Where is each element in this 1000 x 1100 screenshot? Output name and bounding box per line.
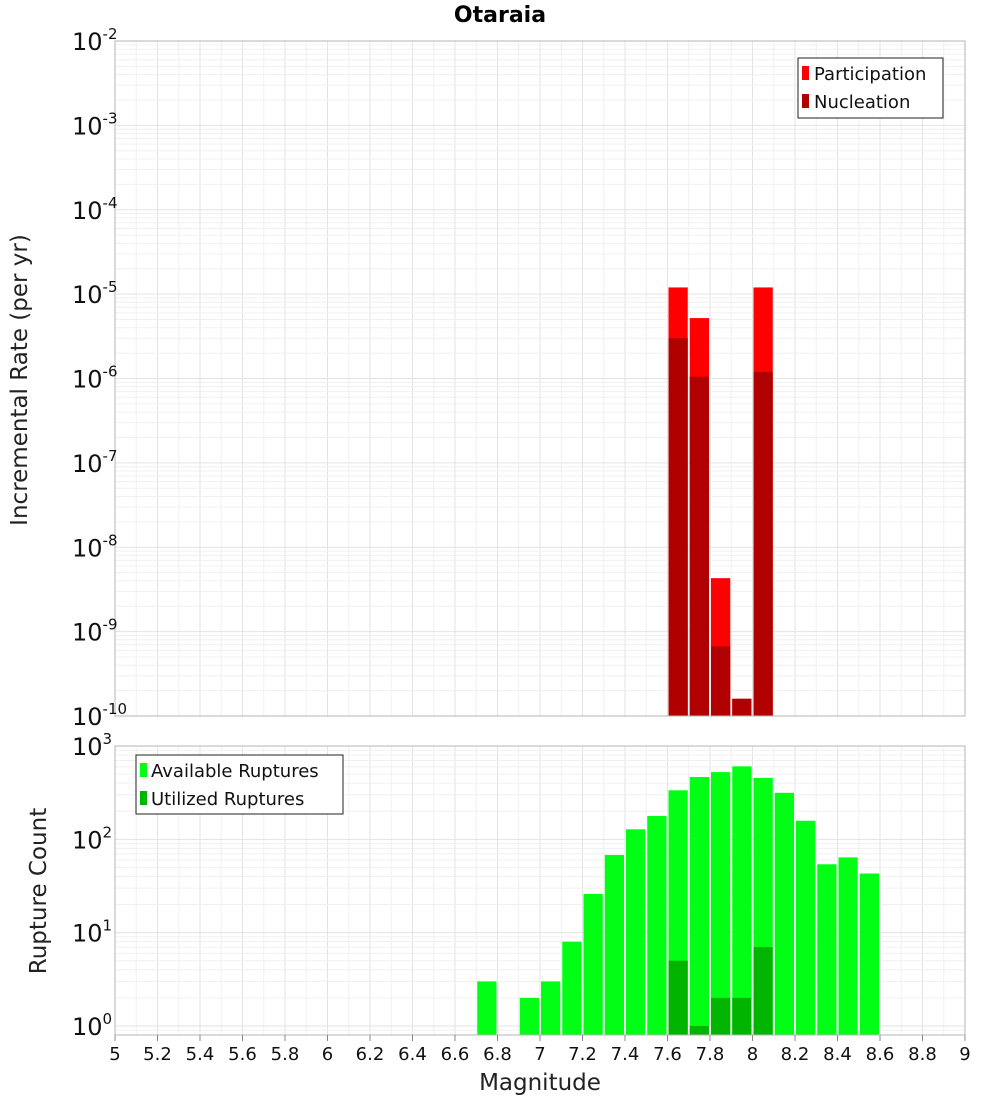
y-tick-label: 10-2 bbox=[72, 25, 118, 56]
x-axis-label: Magnitude bbox=[479, 1070, 601, 1096]
y-tick-label: 103 bbox=[72, 730, 112, 761]
nucleation-bar bbox=[668, 338, 688, 716]
available-ruptures-bar bbox=[626, 829, 646, 1035]
y-tick-label: 101 bbox=[72, 917, 112, 948]
x-tick-label: 5 bbox=[109, 1044, 120, 1065]
available-ruptures-bar bbox=[647, 815, 667, 1035]
y-tick-label: 100 bbox=[72, 1010, 112, 1041]
rate-panel-y-ticks: 10-2 10-3 10-4 10-5 10-6 10-7 10-8 10-9 10-10 bbox=[72, 25, 127, 731]
y-tick-label: 10-9 bbox=[72, 616, 118, 647]
x-tick-label: 8.2 bbox=[781, 1044, 810, 1065]
y-tick-label: 10-4 bbox=[72, 194, 118, 225]
rate-panel-bars bbox=[668, 287, 773, 716]
rate-panel: 10-2 10-3 10-4 10-5 10-6 10-7 10-8 10-9 10-10 In… bbox=[7, 25, 966, 731]
available-ruptures-bar bbox=[689, 777, 709, 1035]
legend-swatch-utilized bbox=[140, 791, 147, 805]
x-tick-label: 6.6 bbox=[441, 1044, 470, 1065]
legend-swatch-nucleation bbox=[802, 94, 809, 108]
nucleation-bar bbox=[689, 376, 709, 716]
x-tick-label: 7.2 bbox=[568, 1044, 597, 1065]
x-tick-label: 5.2 bbox=[143, 1044, 172, 1065]
x-tick-label: 8.6 bbox=[866, 1044, 895, 1065]
available-ruptures-bar bbox=[796, 820, 816, 1035]
x-tick-label: 8.4 bbox=[823, 1044, 852, 1065]
legend-swatch-participation bbox=[802, 66, 809, 80]
legend-label-utilized: Utilized Ruptures bbox=[151, 789, 304, 810]
x-tick-label: 7.6 bbox=[653, 1044, 682, 1065]
x-tick-label: 6.2 bbox=[356, 1044, 385, 1065]
x-tick-label: 5.8 bbox=[271, 1044, 300, 1065]
nucleation-bar bbox=[753, 371, 773, 716]
available-ruptures-bar bbox=[604, 854, 624, 1035]
x-tick-label: 5.4 bbox=[186, 1044, 215, 1065]
x-tick-label: 9 bbox=[959, 1044, 970, 1065]
x-tick-label: 6 bbox=[322, 1044, 333, 1065]
rate-panel-frame bbox=[114, 40, 966, 717]
y-tick-label: 10-10 bbox=[72, 700, 127, 731]
legend-label-participation: Participation bbox=[814, 64, 926, 85]
chart-title: Otaraia bbox=[454, 3, 546, 28]
y-tick-label: 10-3 bbox=[72, 109, 118, 140]
x-tick-label: 8 bbox=[747, 1044, 758, 1065]
x-tick-label: 7.8 bbox=[696, 1044, 725, 1065]
x-tick-label: 6.8 bbox=[483, 1044, 512, 1065]
nucleation-bar bbox=[711, 646, 731, 716]
count-panel-y-ticks: 103 102 101 100 bbox=[72, 730, 112, 1041]
y-tick-label: 10-6 bbox=[72, 363, 118, 394]
available-ruptures-bar bbox=[817, 864, 837, 1035]
x-tick-label: 7.4 bbox=[611, 1044, 640, 1065]
available-ruptures-bar bbox=[732, 766, 752, 1035]
nucleation-bar bbox=[732, 698, 752, 716]
rate-panel-y-axis-label: Incremental Rate (per yr) bbox=[7, 234, 33, 526]
legend-label-nucleation: Nucleation bbox=[814, 92, 910, 113]
count-panel-bars bbox=[477, 766, 879, 1035]
x-tick-label: 6.4 bbox=[398, 1044, 427, 1065]
count-panel-y-axis-label: Rupture Count bbox=[26, 808, 52, 974]
x-axis-ticks: 5 5.2 5.4 5.6 5.8 6 6.2 6.4 6.6 6.8 7 7.2 7.4 7.6 7.8 8… bbox=[109, 1035, 971, 1065]
available-ruptures-bar bbox=[838, 857, 858, 1035]
available-ruptures-bar bbox=[859, 873, 879, 1035]
available-ruptures-bar bbox=[477, 981, 497, 1035]
y-tick-label: 10-5 bbox=[72, 278, 118, 309]
legend-box bbox=[797, 57, 944, 119]
available-ruptures-bar bbox=[541, 981, 561, 1035]
available-ruptures-bar bbox=[519, 997, 539, 1035]
available-ruptures-bar bbox=[583, 893, 603, 1035]
legend-box bbox=[135, 754, 344, 815]
count-panel: 103 102 101 100 Rupture Count Available Rup… bbox=[26, 730, 971, 1096]
utilized-ruptures-bar bbox=[753, 947, 773, 1035]
rate-panel-legend: Participation Nucleation bbox=[797, 57, 944, 119]
x-tick-label: 8.8 bbox=[908, 1044, 937, 1065]
utilized-ruptures-bar bbox=[732, 997, 752, 1035]
y-tick-label: 102 bbox=[72, 823, 112, 854]
x-tick-label: 7 bbox=[534, 1044, 545, 1065]
legend-label-available: Available Ruptures bbox=[151, 761, 319, 782]
utilized-ruptures-bar bbox=[668, 960, 688, 1035]
y-tick-label: 10-8 bbox=[72, 531, 118, 562]
available-ruptures-bar bbox=[711, 772, 731, 1035]
legend-swatch-available bbox=[140, 763, 147, 777]
available-ruptures-bar bbox=[774, 792, 794, 1035]
x-tick-label: 5.6 bbox=[228, 1044, 257, 1065]
utilized-ruptures-bar bbox=[689, 1025, 709, 1035]
y-tick-label: 10-7 bbox=[72, 447, 118, 478]
utilized-ruptures-bar bbox=[711, 997, 731, 1035]
available-ruptures-bar bbox=[562, 941, 582, 1035]
rate-panel-grid bbox=[114, 40, 966, 717]
count-panel-legend: Available Ruptures Utilized Ruptures bbox=[135, 754, 344, 815]
